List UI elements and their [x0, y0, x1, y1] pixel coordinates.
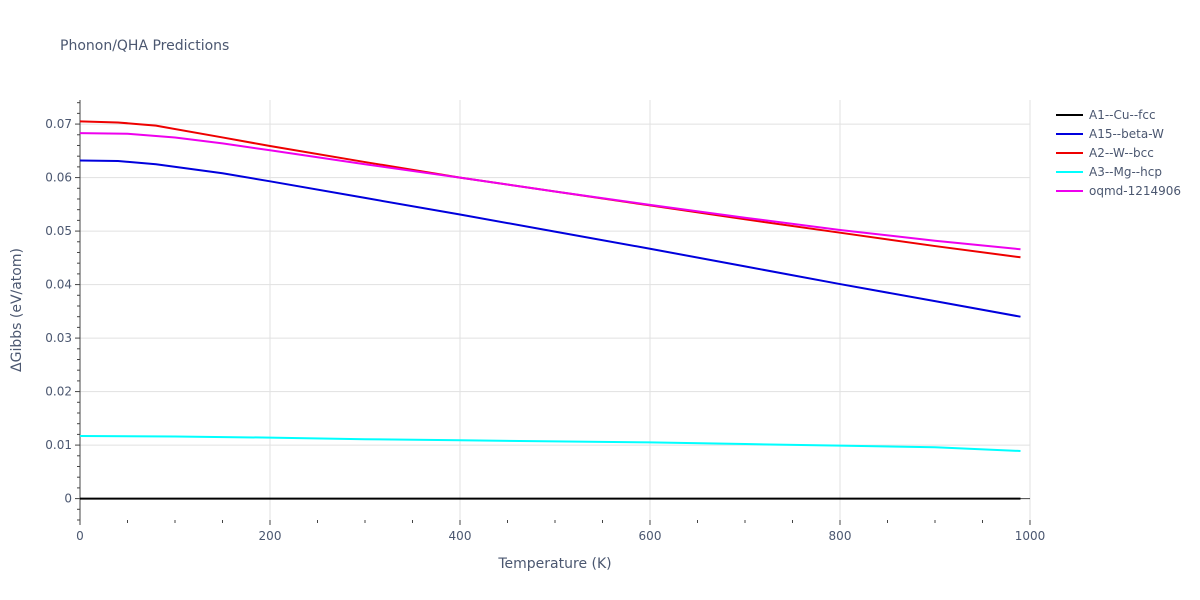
series-line-3 [79, 435, 1021, 452]
y-tick-label: 0.05 [45, 224, 72, 238]
legend-label: A1--Cu--fcc [1089, 108, 1156, 122]
series-line-2 [79, 120, 1021, 259]
series-line-1 [79, 159, 1021, 318]
chart-title: Phonon/QHA Predictions [60, 38, 229, 54]
x-axis-label: Temperature (K) [497, 556, 611, 572]
series-lines [79, 120, 1021, 500]
y-tick-label: 0.06 [45, 171, 72, 185]
axes: 0 200 400 600 800 1000 0 0.01 0.02 0.03 0.04 0.05 0.… [45, 100, 1045, 543]
legend-item-4[interactable]: oqmd-1214906 [1056, 184, 1181, 198]
legend-label: A2--W--bcc [1089, 146, 1154, 160]
legend-label: oqmd-1214906 [1089, 184, 1181, 198]
grid [80, 100, 1031, 520]
y-axis-label: ΔGibbs (eV/atom) [9, 248, 25, 372]
y-tick-label: 0.04 [45, 278, 72, 292]
y-tick-label: 0 [64, 492, 72, 506]
x-tick-label: 800 [829, 529, 852, 543]
x-tick-label: 0 [76, 529, 84, 543]
legend-label: A3--Mg--hcp [1089, 165, 1162, 179]
y-tick-label: 0.02 [45, 385, 72, 399]
x-tick-label: 1000 [1015, 529, 1046, 543]
x-tick-label: 200 [259, 529, 282, 543]
y-tick-label: 0.07 [45, 117, 72, 131]
series-line-4 [79, 132, 1021, 251]
legend-item-2[interactable]: A2--W--bcc [1056, 146, 1154, 160]
legend-item-1[interactable]: A15--beta-W [1056, 127, 1164, 141]
x-tick-label: 400 [449, 529, 472, 543]
legend-item-0[interactable]: A1--Cu--fcc [1056, 108, 1156, 122]
y-tick-label: 0.03 [45, 331, 72, 345]
legend-item-3[interactable]: A3--Mg--hcp [1056, 165, 1162, 179]
legend[interactable]: A1--Cu--fcc A15--beta-W A2--W--bcc A3--Mg--… [1056, 108, 1181, 198]
y-tick-label: 0.01 [45, 438, 72, 452]
legend-label: A15--beta-W [1089, 127, 1164, 141]
x-tick-label: 600 [639, 529, 662, 543]
